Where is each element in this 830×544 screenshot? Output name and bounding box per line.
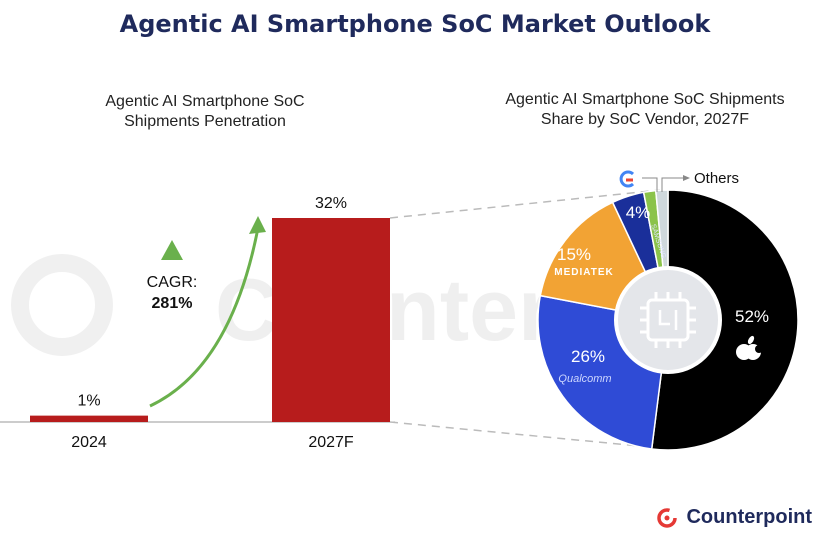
connector-bottom: [389, 421, 661, 449]
apple-icon-leaf: [747, 335, 755, 345]
pie-center: [614, 266, 722, 374]
pie-chart-title-line2: Share by SoC Vendor, 2027F: [540, 111, 750, 128]
page-title: Agentic AI Smartphone SoC Market Outlook: [119, 10, 711, 38]
others-label: Others: [694, 170, 739, 187]
google-icon-arc: [619, 170, 635, 188]
bar-2027F: [272, 218, 390, 422]
growth-arrow-icon: [149, 227, 260, 408]
bar-chart-title: Agentic AI Smartphone SoC Shipments Pene…: [70, 92, 340, 132]
bar-chart: 1% 2024 32% 2027F CAGR: 281%: [0, 189, 661, 451]
others-arrow-icon: [683, 175, 690, 181]
google-icon: [619, 170, 635, 188]
cagr-value: 281%: [152, 295, 193, 312]
watermark-logo-icon: [11, 254, 113, 356]
bar-category-label: 2027F: [308, 434, 354, 451]
bar-value-label: 1%: [77, 393, 100, 410]
apple-icon: [736, 335, 763, 360]
pie-value-label-mediatek: 15%: [557, 245, 591, 264]
bar-chart-title-line2: Shipments Penetration: [124, 113, 286, 130]
qualcomm-brand-text: Qualcomm: [558, 373, 611, 385]
cagr-label: CAGR:: [147, 274, 198, 291]
pie-value-label-qualcomm: 26%: [571, 347, 605, 366]
apple-icon-bite: [755, 345, 763, 353]
chip-trace: [658, 310, 678, 330]
bar-2024: [30, 415, 148, 422]
pie-value-label-apple: 52%: [735, 307, 769, 326]
growth-arrowhead-icon: [249, 216, 266, 234]
mediatek-brand-text: MEDIATEK: [554, 267, 613, 278]
chip-icon: [640, 292, 696, 348]
pie-value-label-samsung: 4%: [626, 203, 651, 222]
google-leader-line: [642, 177, 658, 192]
up-triangle-icon: [161, 240, 183, 260]
brand-logo: Counterpoint: [656, 506, 812, 529]
counterpoint-logo-icon: [657, 507, 678, 528]
brand-name: Counterpoint: [686, 506, 812, 528]
bar-chart-title-line1: Agentic AI Smartphone SoC: [105, 93, 305, 110]
connector-top: [389, 189, 661, 219]
others-leader-line: [661, 177, 684, 192]
bar-category-label: 2024: [71, 434, 107, 451]
pie-chart-title-line1: Agentic AI Smartphone SoC Shipments: [505, 91, 785, 108]
bar-value-label: 32%: [315, 195, 347, 212]
pie-chart-title: Agentic AI Smartphone SoC Shipments Shar…: [470, 90, 820, 130]
pie-slice-apple: [650, 189, 799, 451]
